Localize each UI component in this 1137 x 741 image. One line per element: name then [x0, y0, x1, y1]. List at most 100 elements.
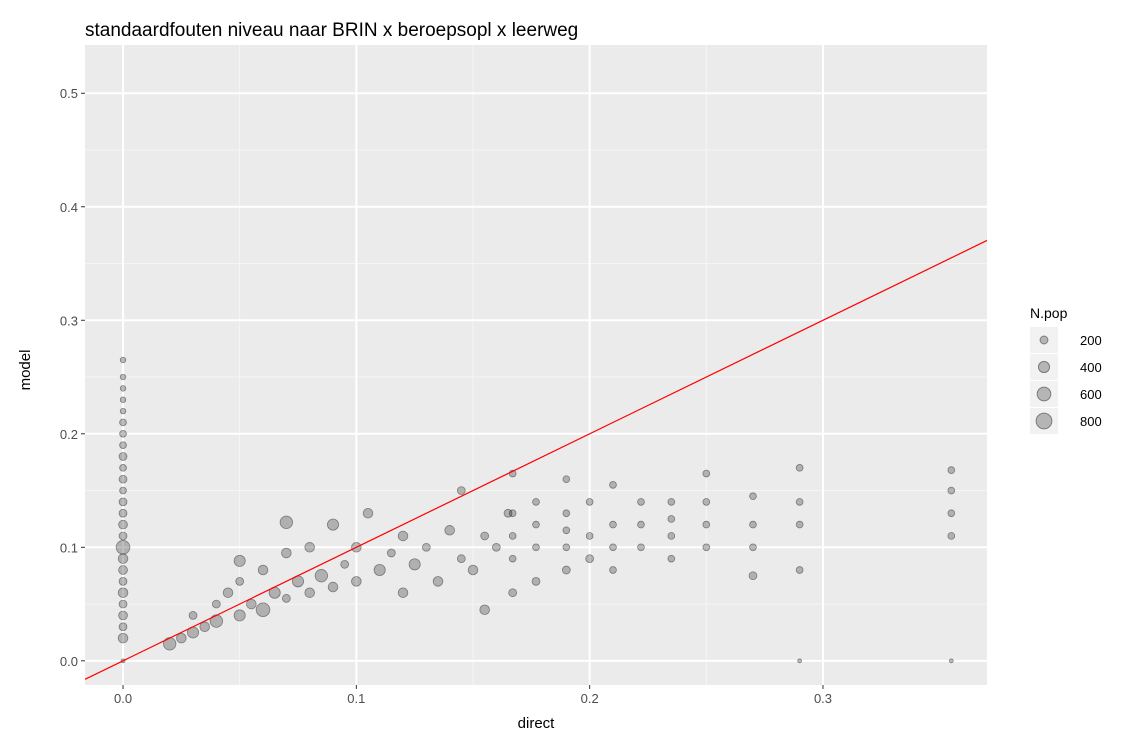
y-tick-label: 0.3	[60, 313, 78, 328]
point	[702, 498, 711, 506]
point	[562, 543, 571, 552]
point	[585, 498, 594, 506]
point	[209, 614, 224, 628]
point	[609, 543, 617, 552]
point	[211, 599, 221, 609]
x-tick-label: 0.1	[347, 691, 365, 706]
point	[118, 452, 128, 461]
point	[702, 520, 711, 529]
point	[444, 525, 455, 536]
point	[119, 373, 127, 381]
point	[749, 543, 757, 552]
point	[562, 526, 571, 535]
point	[115, 540, 131, 555]
point	[585, 532, 594, 540]
point	[119, 356, 127, 364]
point	[118, 497, 128, 507]
point	[314, 569, 329, 583]
point	[119, 464, 127, 472]
point	[222, 587, 234, 598]
point	[637, 498, 645, 506]
plot-panel	[85, 45, 987, 685]
point	[508, 588, 518, 598]
point	[637, 520, 645, 529]
point	[257, 564, 269, 576]
legend-symbol	[1039, 335, 1049, 345]
point	[508, 532, 517, 540]
point	[118, 599, 128, 609]
point	[503, 508, 513, 518]
point	[118, 531, 128, 541]
point	[397, 530, 409, 542]
point	[432, 576, 444, 587]
point	[456, 554, 466, 564]
point	[948, 658, 954, 664]
point	[118, 519, 128, 530]
point	[421, 542, 431, 552]
point	[235, 577, 245, 586]
point	[795, 520, 804, 529]
point	[749, 492, 757, 501]
legend-label: 400	[1080, 360, 1102, 375]
x-tick-label: 0.3	[814, 691, 832, 706]
legend-symbol	[1035, 412, 1053, 430]
point	[667, 498, 676, 506]
point	[491, 542, 501, 552]
y-tick-label: 0.1	[60, 540, 78, 555]
point	[327, 518, 340, 531]
point	[281, 547, 292, 559]
point	[119, 418, 127, 427]
point	[748, 571, 758, 581]
point	[119, 407, 127, 415]
point	[118, 577, 128, 586]
legend-label: 200	[1080, 333, 1102, 348]
y-tick-label: 0.2	[60, 427, 78, 442]
point	[947, 532, 956, 540]
point	[479, 604, 490, 615]
point	[118, 565, 128, 575]
point	[749, 520, 757, 529]
point	[117, 587, 129, 598]
x-axis-label: direct	[518, 715, 556, 732]
point	[795, 498, 804, 506]
point	[702, 543, 711, 552]
y-tick-label: 0.5	[60, 86, 78, 101]
point	[117, 632, 129, 644]
point	[304, 587, 315, 598]
point	[508, 509, 517, 518]
point	[532, 543, 540, 552]
point	[386, 548, 396, 558]
point	[562, 509, 571, 518]
point	[117, 553, 129, 564]
point	[609, 520, 617, 529]
legend-label: 800	[1080, 414, 1102, 429]
point	[702, 469, 711, 478]
legend-key	[1030, 354, 1058, 380]
point	[947, 509, 956, 518]
point	[118, 474, 128, 484]
point	[637, 543, 645, 552]
point	[561, 565, 571, 575]
point	[246, 598, 257, 610]
point	[531, 577, 541, 586]
point	[279, 515, 294, 529]
point	[362, 508, 374, 519]
point	[609, 566, 617, 574]
point	[327, 581, 339, 593]
point	[467, 564, 479, 576]
legend-symbol	[1036, 386, 1052, 402]
point	[667, 515, 676, 523]
reference-line	[85, 239, 987, 680]
legend-label: 600	[1080, 387, 1102, 402]
point	[199, 621, 210, 633]
point	[795, 566, 804, 574]
point	[562, 475, 571, 484]
point	[456, 486, 466, 495]
point	[340, 559, 350, 569]
legend-key	[1030, 381, 1058, 407]
x-tick-label: 0.0	[114, 691, 132, 706]
point	[667, 554, 676, 563]
point	[532, 520, 540, 529]
point	[118, 622, 128, 632]
